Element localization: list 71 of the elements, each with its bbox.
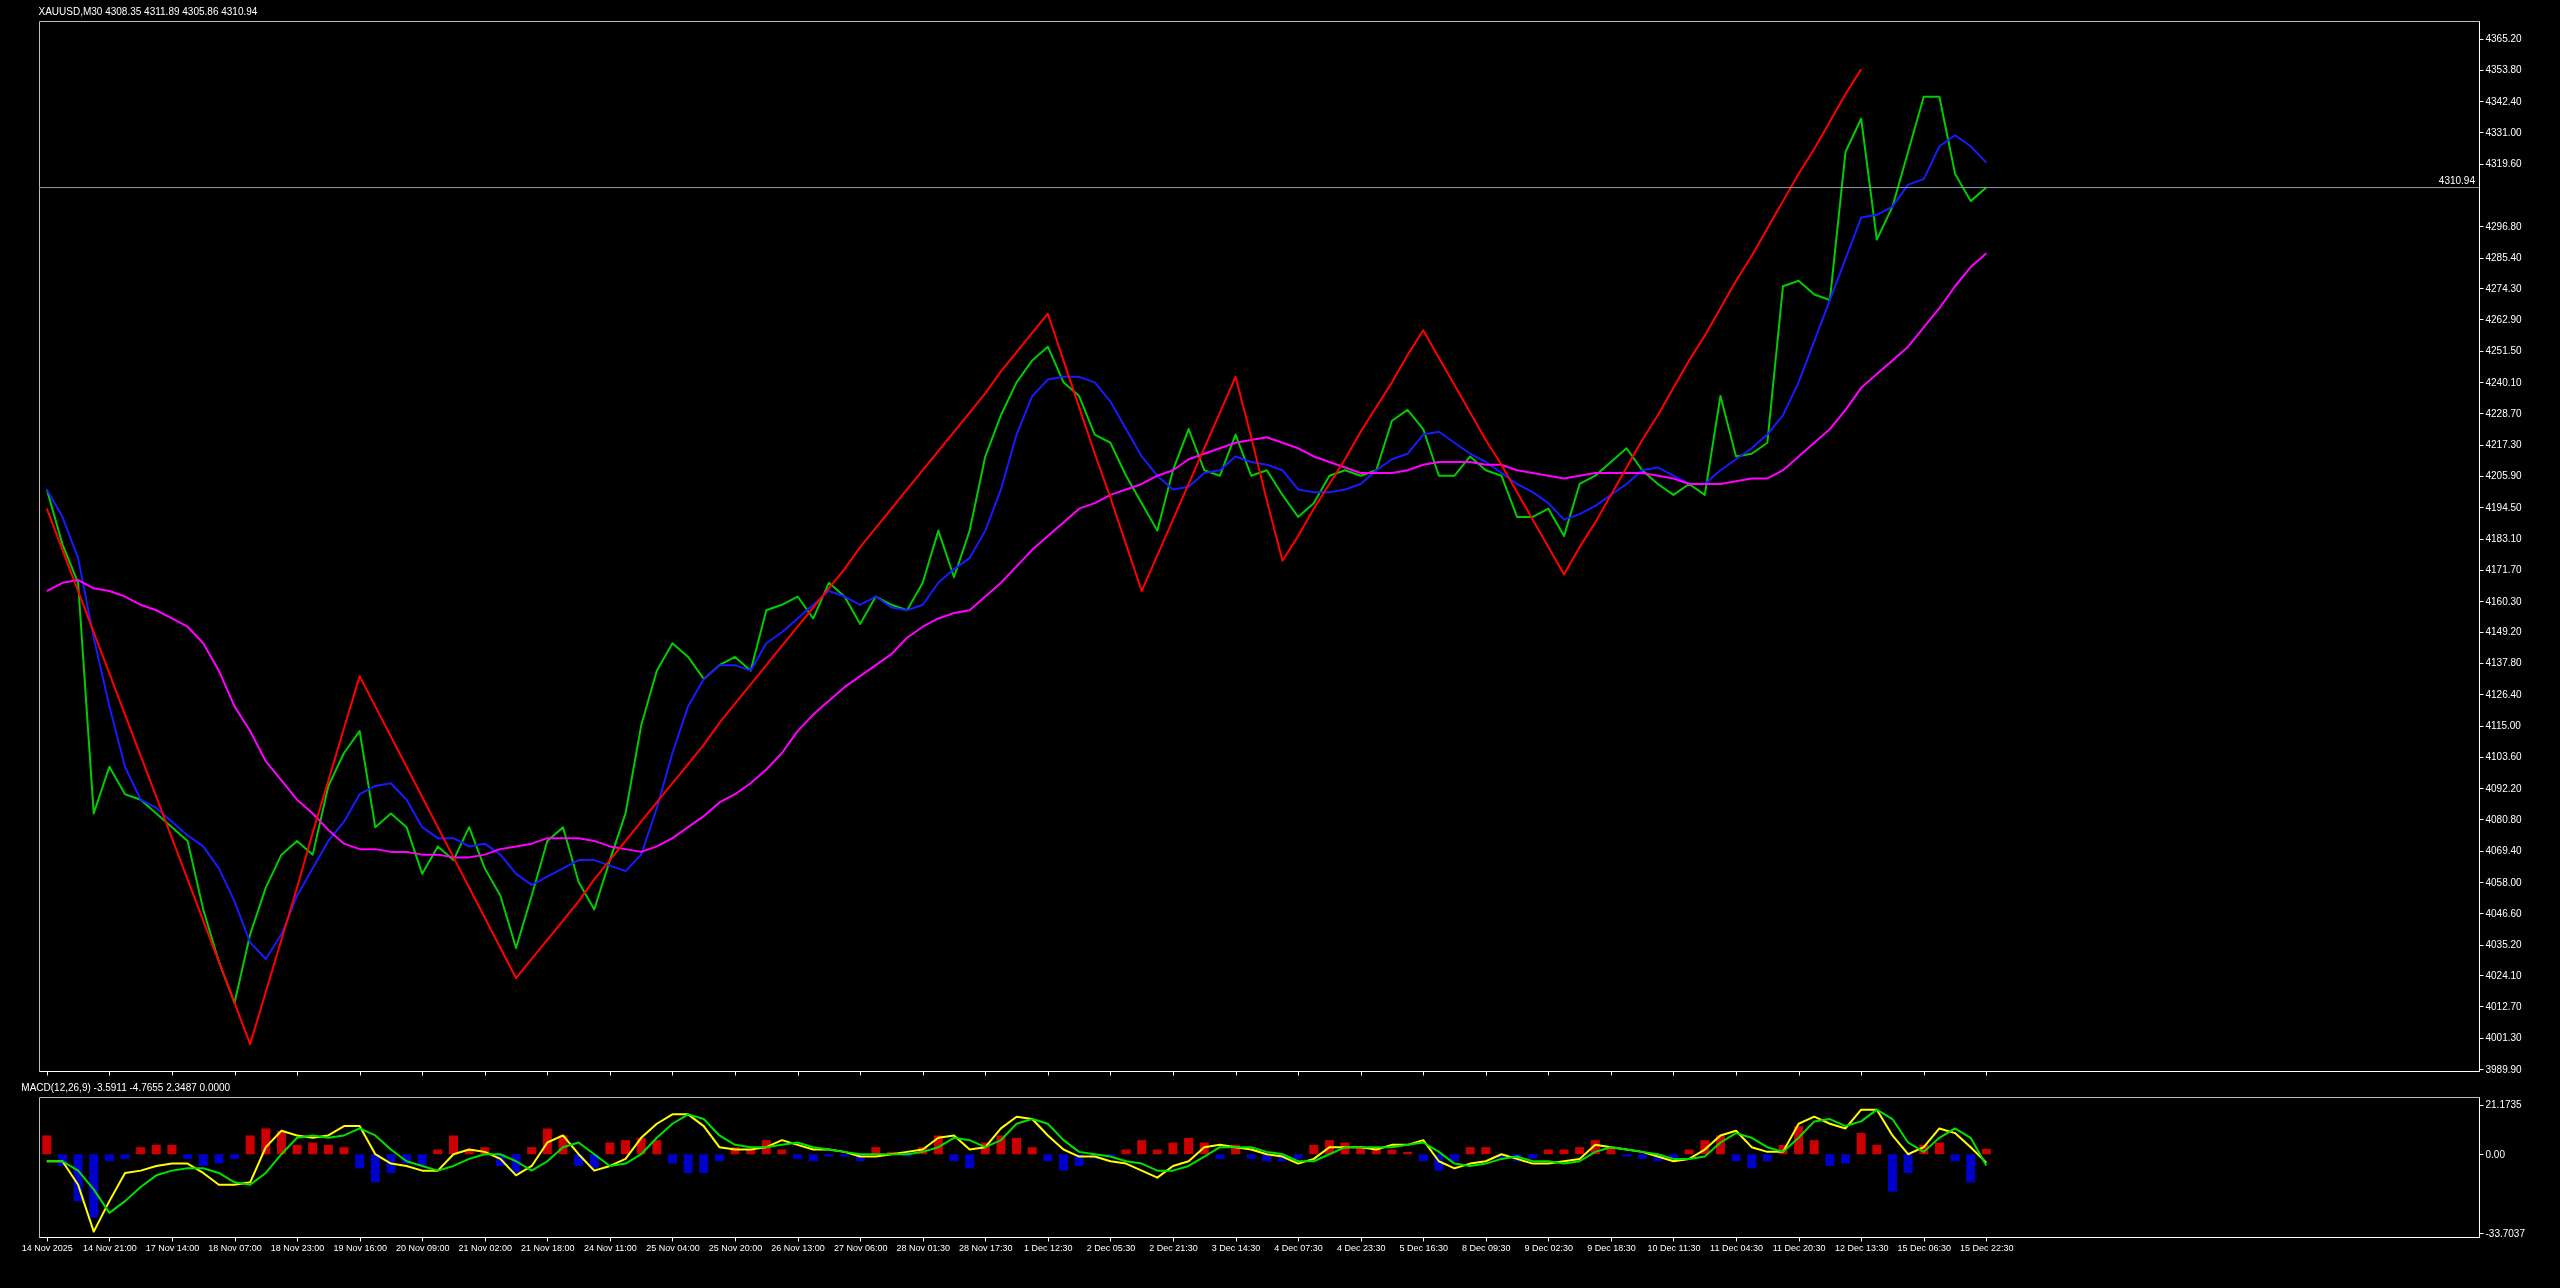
category-label: 4 Dec 23:30: [1336, 1242, 1386, 1253]
category-label: 18 Nov 07:00: [208, 1242, 262, 1253]
y-tick-label: 21.1735: [2485, 1099, 2523, 1111]
category-label: 15 Dec 06:30: [1897, 1242, 1952, 1253]
y-tick-label: 4274.30: [2485, 282, 2523, 294]
category-label: 14 Nov 21:00: [83, 1242, 137, 1253]
y-tick-label: -33.7037: [2485, 1227, 2526, 1239]
category-label: 14 Nov 2025: [21, 1242, 73, 1253]
y-tick-label: 4137.80: [2485, 657, 2523, 669]
category-label: 27 Nov 06:00: [833, 1242, 888, 1253]
category-label: 5 Dec 16:30: [1399, 1242, 1448, 1253]
y-tick-label: 4046.60: [2485, 907, 2523, 919]
y-tick-label: 4217.30: [2485, 439, 2523, 451]
y-tick-label: 4012.70: [2485, 1000, 2523, 1012]
y-tick-label: 4262.90: [2485, 313, 2523, 325]
y-tick-label: 4149.20: [2485, 626, 2523, 638]
chart-title: MACD(12,26,9) -3.5911 -4.7655 2.3487 0.0000: [21, 1082, 231, 1093]
y-tick-label: 4365.20: [2485, 33, 2523, 45]
category-label: 25 Nov 20:00: [708, 1242, 763, 1253]
y-tick-label: 4183.10: [2485, 533, 2523, 545]
category-label: 11 Dec 20:30: [1772, 1242, 1826, 1253]
category-label: 21 Nov 02:00: [458, 1242, 513, 1253]
category-label: 24 Nov 11:00: [583, 1242, 637, 1253]
y-tick-label: 0.00: [2485, 1148, 2506, 1160]
y-tick-label: 4205.90: [2485, 470, 2523, 482]
category-label: 3 Dec 14:30: [1211, 1242, 1261, 1253]
y-tick-label: 4115.00: [2485, 720, 2522, 732]
category-label: 4 Dec 07:30: [1274, 1242, 1323, 1253]
y-tick-label: 4342.40: [2485, 95, 2523, 107]
category-label: 9 Dec 02:30: [1524, 1242, 1574, 1253]
category-label: 12 Dec 13:30: [1834, 1242, 1889, 1253]
category-label: 28 Nov 17:30: [959, 1242, 1013, 1253]
y-tick-label: 4319.60: [2485, 158, 2523, 170]
y-tick-label: 4194.50: [2485, 501, 2523, 513]
category-label: 2 Dec 05:30: [1086, 1242, 1136, 1253]
ref-line-label: 4310.94: [2438, 174, 2476, 186]
y-tick-label: 4126.40: [2485, 688, 2523, 700]
category-label: 10 Dec 11:30: [1647, 1242, 1701, 1253]
category-label: 2 Dec 21:30: [1149, 1242, 1198, 1253]
y-tick-label: 4160.30: [2485, 595, 2523, 607]
y-tick-label: 4001.30: [2485, 1032, 2523, 1044]
category-label: 8 Dec 09:30: [1462, 1242, 1511, 1253]
category-label: 11 Dec 04:30: [1710, 1242, 1763, 1253]
y-tick-label: 4228.70: [2485, 407, 2523, 419]
category-label: 21 Nov 18:00: [521, 1242, 575, 1253]
category-label: 28 Nov 01:30: [896, 1242, 950, 1253]
chart-title: XAUUSD,M30 4308.35 4311.89 4305.86 4310.94: [38, 6, 258, 17]
y-tick-label: 4240.10: [2485, 376, 2523, 388]
category-label: 17 Nov 14:00: [145, 1242, 200, 1253]
y-tick-label: 4251.50: [2485, 345, 2523, 357]
category-label: 18 Nov 23:00: [270, 1242, 325, 1253]
y-tick-label: 4103.60: [2485, 751, 2523, 763]
y-tick-label: 4035.20: [2485, 939, 2523, 951]
category-label: 15 Dec 22:30: [1960, 1242, 2014, 1253]
category-label: 20 Nov 09:00: [395, 1242, 450, 1253]
y-tick-label: 4171.70: [2485, 564, 2523, 576]
category-label: 26 Nov 13:00: [771, 1242, 825, 1253]
category-label: 9 Dec 18:30: [1587, 1242, 1636, 1253]
category-label: 25 Nov 04:00: [646, 1242, 700, 1253]
y-tick-label: 4092.20: [2485, 782, 2523, 794]
y-tick-label: 4296.80: [2485, 220, 2523, 232]
y-tick-label: 4024.10: [2485, 969, 2523, 981]
y-tick-label: 4353.80: [2485, 64, 2523, 76]
y-tick-label: 4080.80: [2485, 813, 2523, 825]
y-tick-label: 4058.00: [2485, 876, 2523, 888]
category-label: 19 Nov 16:00: [333, 1242, 387, 1253]
y-tick-label: 4331.00: [2485, 126, 2523, 138]
y-tick-label: 4285.40: [2485, 252, 2523, 264]
y-tick-label: 4069.40: [2485, 845, 2523, 857]
y-tick-label: 3989.90: [2485, 1063, 2523, 1075]
category-label: 1 Dec 12:30: [1024, 1242, 1073, 1253]
